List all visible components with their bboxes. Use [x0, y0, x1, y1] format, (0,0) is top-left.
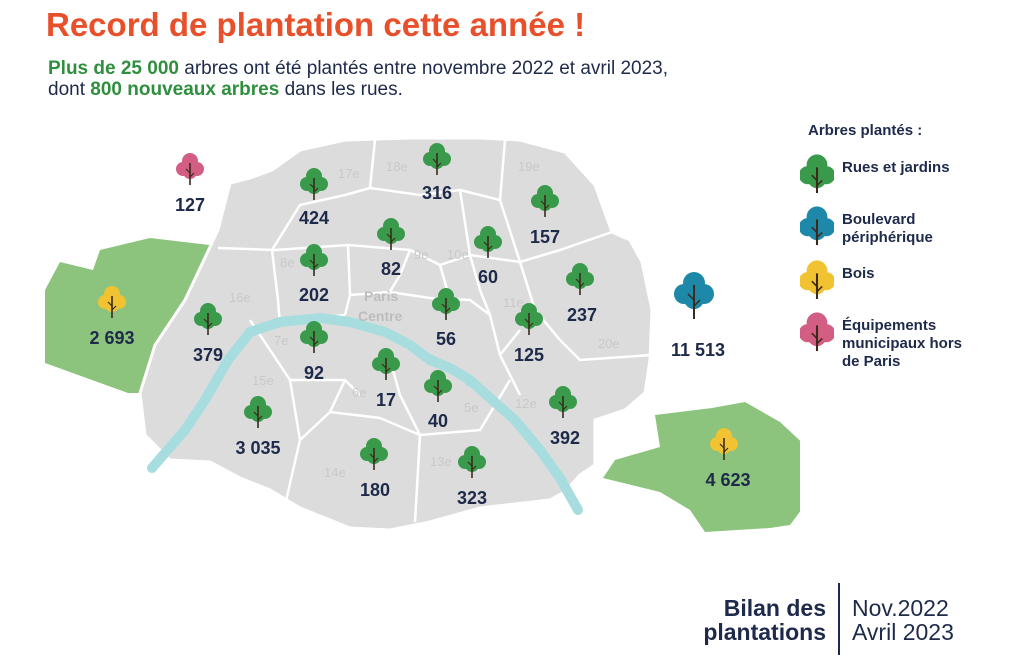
- arr-label-20: 20e: [598, 336, 620, 351]
- arr-label-9: 9e: [414, 247, 428, 262]
- total-trees-highlight: Plus de 25 000: [48, 58, 179, 79]
- bois-de-boulogne-shape: [45, 238, 218, 393]
- count-20: 237: [567, 305, 597, 325]
- bois-de-vincennes-shape: [603, 402, 800, 532]
- count-11: 125: [514, 345, 544, 365]
- count-bois-boulogne: 2 693: [89, 328, 134, 348]
- footer-period-line1: Nov.2022: [852, 595, 949, 621]
- footer-period: Nov.2022 Avril 2023: [852, 596, 954, 644]
- legend-item-rues: Rues et jardins: [800, 153, 1010, 193]
- arr-label-19: 19e: [518, 159, 540, 174]
- legend-item-peripherique: Boulevard périphérique: [800, 205, 1010, 247]
- arr-label-10: 10e: [447, 247, 469, 262]
- count-15: 3 035: [235, 438, 280, 458]
- count-10: 60: [478, 267, 498, 287]
- count-16: 379: [193, 345, 223, 365]
- legend-label: Rues et jardins: [842, 159, 950, 176]
- subtitle-line1: arbres ont été plantés entre novembre 20…: [178, 58, 668, 79]
- footer-title-line2: plantations: [703, 619, 826, 645]
- footer-divider: [838, 583, 840, 655]
- arr-label-6: 6e: [352, 385, 366, 400]
- tree-icon: [800, 311, 834, 351]
- arr-label-13: 13e: [430, 454, 452, 469]
- count-19: 157: [530, 227, 560, 247]
- arr-label-18: 18e: [386, 159, 408, 174]
- count-8: 202: [299, 285, 329, 305]
- arr-label-12: 12e: [515, 396, 537, 411]
- arrondissement-boundaries: [217, 139, 653, 523]
- arr-label-8: 8e: [280, 255, 294, 270]
- count-6: 17: [376, 390, 396, 410]
- legend-label: Bois: [842, 265, 875, 282]
- arr-label-11: 11e: [503, 295, 524, 310]
- street-trees-highlight: 800 nouveaux arbres: [90, 79, 280, 100]
- count-7: 92: [304, 363, 324, 383]
- tree-icon: [800, 205, 834, 245]
- tree-icon: [800, 153, 834, 193]
- tree-icon: [175, 152, 205, 186]
- page-title: Record de plantation cette année !: [46, 6, 586, 43]
- arr-label-17: 17e: [338, 166, 360, 181]
- paris-centre-label-1: Paris: [364, 288, 398, 304]
- tree-counts: 127 424 316 157 202 82 60 237 56 125 2 6…: [89, 183, 750, 508]
- subtitle-line2-prefix: dont: [48, 79, 91, 100]
- tree-icon: [800, 259, 834, 299]
- arr-label-7: 7e: [274, 333, 288, 348]
- footer-title-line1: Bilan des: [723, 595, 826, 621]
- footer-title: Bilan des plantations: [664, 596, 826, 644]
- count-18: 316: [422, 183, 452, 203]
- arr-label-15: 15e: [252, 373, 274, 388]
- count-peripherique: 11 513: [671, 340, 725, 360]
- tree-icon: [673, 271, 715, 320]
- arr-label-16: 16e: [229, 290, 251, 305]
- legend-label: Équipements municipaux hors de Paris: [842, 317, 963, 370]
- count-12: 392: [550, 428, 580, 448]
- subtitle-line2: dans les rues.: [279, 79, 403, 100]
- count-paris-centre: 56: [436, 329, 456, 349]
- legend-title: Arbres plantés :: [808, 122, 923, 139]
- arr-label-14: 14e: [324, 465, 346, 480]
- legend: Arbres plantés : Rues et jardins Bouleva…: [800, 122, 1010, 383]
- paris-map: 17e 18e 19e 8e 9e 10e 16e 11e 20e 7e 15e…: [45, 136, 800, 532]
- count-14: 180: [360, 480, 390, 500]
- subtitle: Plus de 25 000 arbres ont été plantés en…: [48, 58, 668, 100]
- count-17: 424: [299, 208, 329, 228]
- count-bois-vincennes: 4 623: [705, 470, 750, 490]
- seine-river: [147, 312, 583, 515]
- count-13: 323: [457, 488, 487, 508]
- arr-label-5: 5e: [464, 400, 478, 415]
- legend-label: Boulevard périphérique: [842, 211, 933, 246]
- legend-item-bois: Bois: [800, 259, 1010, 299]
- arrondissement-labels: 17e 18e 19e 8e 9e 10e 16e 11e 20e 7e 15e…: [229, 159, 620, 480]
- seine-island: [418, 349, 473, 387]
- count-9: 82: [381, 259, 401, 279]
- count-5: 40: [428, 411, 448, 431]
- legend-item-municipaux: Équipements municipaux hors de Paris: [800, 311, 1010, 371]
- count-municipaux: 127: [175, 195, 205, 215]
- paris-centre-label-2: Centre: [358, 308, 403, 324]
- footer-period-line2: Avril 2023: [852, 619, 954, 645]
